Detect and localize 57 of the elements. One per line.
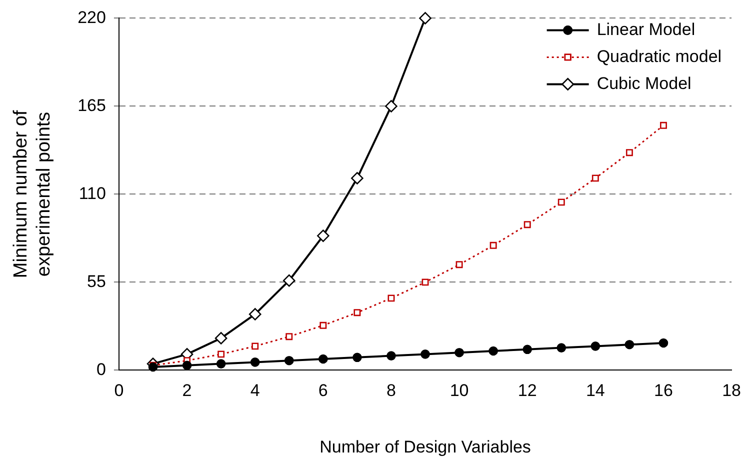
y-tick-label: 110 (78, 184, 106, 203)
x-tick-label: 16 (654, 381, 673, 400)
point (248, 308, 262, 320)
point (320, 322, 327, 329)
point (286, 333, 293, 340)
point (354, 309, 361, 316)
x-tick-label: 8 (386, 381, 396, 400)
point (524, 221, 531, 228)
point (250, 358, 260, 367)
point (522, 344, 532, 354)
point (284, 356, 294, 366)
point (658, 338, 668, 348)
point (148, 362, 158, 372)
point (420, 350, 430, 359)
point (490, 242, 497, 249)
point (388, 294, 395, 302)
point (351, 172, 364, 184)
point (626, 149, 633, 156)
point (454, 348, 464, 358)
point (352, 352, 362, 362)
y-tick-label: 165 (78, 96, 106, 115)
x-tick-label: 14 (586, 381, 605, 400)
point (252, 342, 259, 350)
point (182, 360, 192, 370)
legend-label: Cubic Model (596, 74, 692, 93)
point (216, 359, 226, 368)
point (456, 261, 463, 268)
legend-label: Quadratic model (596, 46, 722, 66)
point (282, 274, 296, 287)
point (488, 346, 498, 356)
y-tick-label: 0 (96, 360, 106, 379)
x-tick-label: 2 (182, 381, 192, 400)
y-tick-label: 220 (78, 8, 106, 27)
x-tick-label: 6 (318, 381, 328, 400)
y-axis-title: Minimum number of experimental points (10, 110, 54, 278)
point (318, 354, 328, 364)
point (422, 278, 429, 286)
x-tick-label: 0 (114, 381, 124, 400)
x-tick-label: 18 (722, 381, 742, 400)
point (317, 230, 330, 242)
point (419, 12, 432, 24)
x-axis-title: Number of Design Variables (320, 437, 531, 456)
point (218, 350, 225, 358)
point (385, 100, 398, 112)
y-tick-label: 55 (87, 272, 106, 291)
point (660, 122, 667, 129)
point (214, 332, 228, 344)
point (386, 351, 396, 360)
point (556, 343, 566, 352)
point (558, 198, 565, 206)
x-tick-label: 4 (250, 381, 260, 400)
point (624, 340, 634, 350)
point (590, 342, 600, 351)
x-tick-label: 12 (518, 381, 537, 400)
x-tick-label: 10 (450, 381, 469, 400)
legend-label: Linear Model (596, 20, 696, 39)
point (592, 174, 599, 182)
